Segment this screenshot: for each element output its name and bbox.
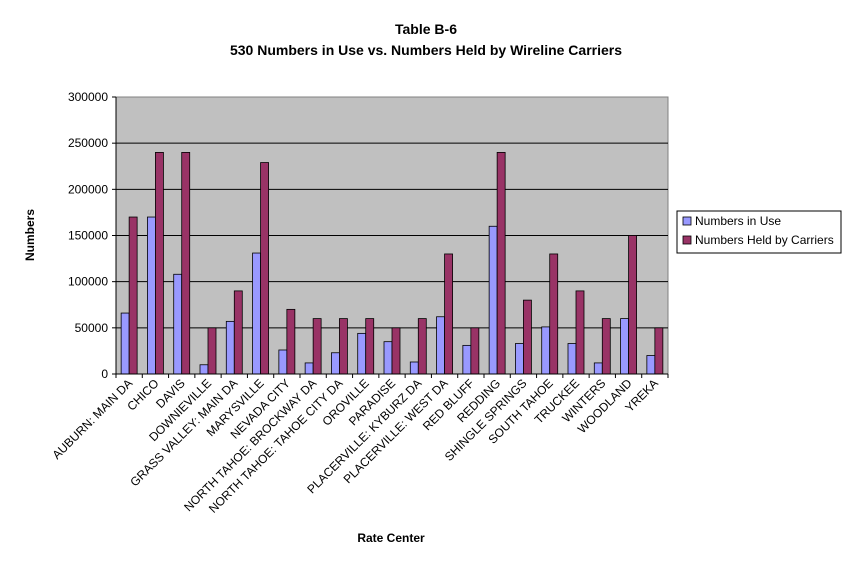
bar-numbers-in-use-5 [252, 252, 261, 375]
bar-numbers-held-1 [155, 151, 164, 375]
bar-numbers-in-use-9 [357, 332, 367, 375]
bar-numbers-in-use-0 [120, 312, 130, 375]
y-tick-label: 0 [101, 367, 108, 381]
bar-numbers-in-use-10 [383, 341, 393, 375]
bar-numbers-in-use-4 [225, 320, 235, 375]
x-tick-label: AUBURN: MAIN DA [49, 376, 135, 462]
legend-label: Numbers Held by Carriers [695, 233, 834, 247]
bar-numbers-in-use-11 [409, 361, 419, 375]
bar-numbers-held-19 [628, 235, 637, 375]
bar-numbers-in-use-8 [331, 352, 340, 375]
legend-swatch [682, 235, 692, 245]
bar-numbers-held-18 [601, 318, 611, 375]
bar-numbers-in-use-3 [199, 364, 209, 375]
bar-numbers-held-17 [575, 290, 585, 375]
bar-numbers-held-0 [128, 216, 138, 375]
bar-numbers-held-15 [523, 299, 532, 375]
chart-subtitle: 530 Numbers in Use vs. Numbers Held by W… [230, 42, 622, 58]
x-axis-title: Rate Center [357, 531, 425, 545]
y-axis: 0 50000 100000 150000 200000 250000 300000 [68, 90, 117, 381]
bar-numbers-held-11 [417, 318, 427, 375]
bar-numbers-in-use-6 [278, 349, 288, 375]
legend-box [676, 210, 842, 254]
legend-swatch [682, 216, 692, 226]
y-tick-label: 300000 [68, 90, 108, 104]
bar-numbers-in-use-13 [462, 344, 472, 375]
bar-numbers-held-7 [312, 318, 322, 375]
bar-numbers-held-20 [654, 327, 664, 375]
bar-numbers-in-use-12 [436, 316, 445, 375]
bar-numbers-held-3 [207, 327, 217, 375]
bar-numbers-held-5 [260, 162, 269, 375]
x-axis: AUBURN: MAIN DACHICODAVISDOWNIEVILLEGRAS… [49, 373, 669, 516]
bar-numbers-held-9 [365, 318, 375, 375]
bar-numbers-held-2 [181, 151, 191, 375]
y-tick-label: 200000 [68, 182, 108, 196]
bar-numbers-in-use-18 [593, 362, 603, 375]
bar-numbers-held-10 [391, 327, 401, 375]
y-tick-label: 150000 [68, 229, 108, 243]
bar-numbers-in-use-16 [541, 326, 551, 375]
bar-numbers-held-6 [286, 308, 296, 375]
bar-numbers-in-use-14 [488, 225, 498, 375]
legend-label: Numbers in Use [695, 214, 781, 228]
legend: Numbers in Use Numbers Held by Carriers [676, 210, 842, 254]
bar-numbers-in-use-2 [173, 273, 183, 375]
y-tick-label: 100000 [68, 275, 108, 289]
y-tick-label: 250000 [68, 136, 108, 150]
y-axis-title: Numbers [23, 209, 37, 261]
bar-numbers-held-14 [496, 151, 506, 375]
bar-numbers-in-use-17 [567, 343, 577, 375]
bar-numbers-held-16 [549, 253, 559, 375]
bar-numbers-in-use-20 [646, 355, 656, 375]
bar-numbers-held-8 [339, 318, 348, 375]
y-tick-label: 50000 [75, 321, 109, 335]
bar-numbers-in-use-7 [304, 362, 314, 375]
bar-numbers-held-12 [444, 253, 453, 375]
bar-numbers-in-use-1 [147, 216, 156, 375]
bar-numbers-held-4 [233, 290, 243, 375]
bar-numbers-in-use-15 [515, 343, 524, 375]
chart-title: Table B-6 [395, 21, 457, 37]
bar-numbers-held-13 [470, 327, 480, 375]
bars [120, 151, 664, 375]
bar-numbers-in-use-19 [620, 318, 629, 375]
